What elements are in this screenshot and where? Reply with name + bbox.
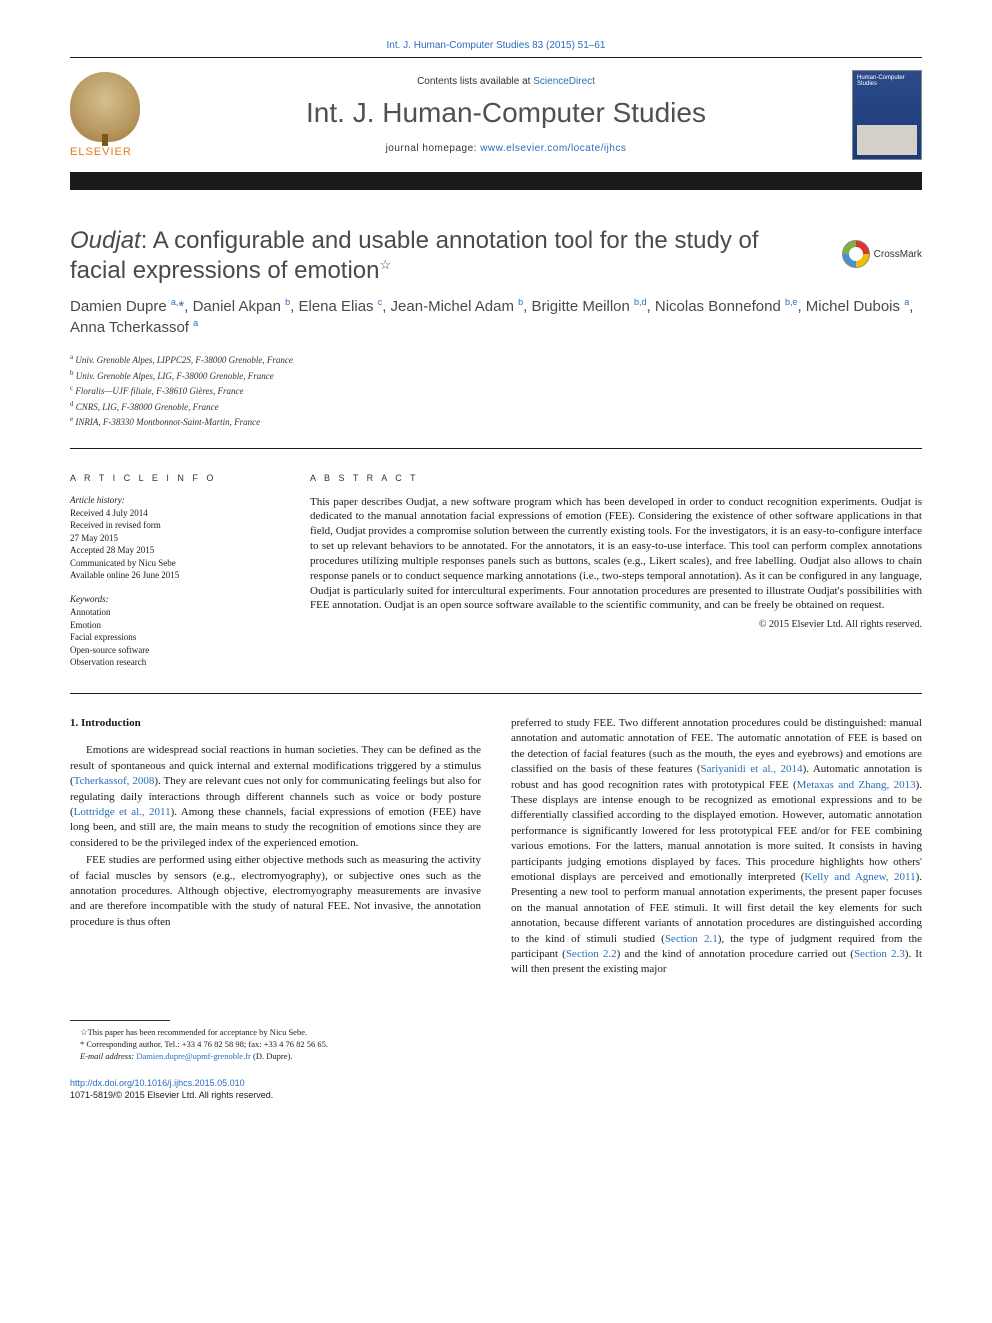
history-item: Available online 26 June 2015 [70,569,270,582]
footnote-corresponding: * Corresponding author. Tel.: +33 4 76 8… [70,1039,481,1051]
affiliation-item: a Univ. Grenoble Alpes, LIPPC2S, F-38000… [70,352,922,368]
header-bar [70,172,922,190]
homepage-prefix: journal homepage: [386,143,481,154]
para-3: preferred to study FEE. Two different an… [511,716,922,978]
history-item: Accepted 28 May 2015 [70,544,270,557]
abstract-copyright: © 2015 Elsevier Ltd. All rights reserved… [310,619,922,630]
ref-section-2-3[interactable]: Section 2.3 [854,948,905,960]
affiliation-item: c Floralis—UJF filiale, F-38610 Gières, … [70,383,922,399]
abstract-head: A B S T R A C T [310,473,922,483]
email-link[interactable]: Damien.dupre@upmf-grenoble.fr [136,1051,251,1061]
doi-link[interactable]: http://dx.doi.org/10.1016/j.ijhcs.2015.0… [70,1078,245,1088]
title-software-name: Oudjat [70,227,141,254]
abstract-block: A B S T R A C T This paper describes Oud… [310,473,922,670]
affiliations: a Univ. Grenoble Alpes, LIPPC2S, F-38000… [70,352,922,430]
ref-section-2-1[interactable]: Section 2.1 [665,933,718,945]
keywords-label: Keywords: [70,594,270,604]
history-label: Article history: [70,495,270,505]
ref-section-2-2[interactable]: Section 2.2 [566,948,617,960]
keyword-item: Facial expressions [70,631,270,644]
elsevier-tree-icon [70,72,140,142]
contents-line: Contents lists available at ScienceDirec… [160,76,852,87]
elsevier-logo: ELSEVIER [70,72,160,158]
para-2: FEE studies are performed using either o… [70,853,481,930]
ref-tcherkassof[interactable]: Tcherkassof, 2008 [74,775,155,787]
footnote-email: E-mail address: Damien.dupre@upmf-grenob… [70,1051,481,1063]
journal-cover-thumb: Human-Computer Studies [852,70,922,160]
issn-copyright: 1071-5819/© 2015 Elsevier Ltd. All right… [70,1090,273,1100]
affiliation-item: d CNRS, LIG, F-38000 Grenoble, France [70,399,922,415]
para-1: Emotions are widespread social reactions… [70,743,481,851]
sciencedirect-link[interactable]: ScienceDirect [533,76,595,87]
ref-lottridge[interactable]: Lottridge et al., 2011 [74,806,171,818]
crossmark-badge[interactable]: CrossMark [842,240,922,268]
doi-block: http://dx.doi.org/10.1016/j.ijhcs.2015.0… [70,1077,922,1102]
article-info-sidebar: A R T I C L E I N F O Article history: R… [70,473,270,670]
crossmark-icon [842,240,870,268]
authors-list: Damien Dupre a,*, Daniel Akpan b, Elena … [70,296,922,338]
title-footnote-marker: ☆ [380,257,392,272]
section-1-head: 1. Introduction [70,716,481,731]
keyword-item: Observation research [70,656,270,669]
article-title: Oudjat: A configurable and usable annota… [70,226,790,286]
contents-prefix: Contents lists available at [417,76,533,87]
affiliation-item: e INRIA, F-38330 Montbonnot-Saint-Martin… [70,414,922,430]
homepage-link[interactable]: www.elsevier.com/locate/ijhcs [480,143,626,154]
affiliation-item: b Univ. Grenoble Alpes, LIG, F-38000 Gre… [70,368,922,384]
ref-kelly[interactable]: Kelly and Agnew, 2011 [804,871,915,883]
keyword-item: Annotation [70,606,270,619]
crossmark-label: CrossMark [874,249,922,260]
journal-header: ELSEVIER Contents lists available at Sci… [70,57,922,173]
history-item: 27 May 2015 [70,532,270,545]
keyword-item: Emotion [70,619,270,632]
history-item: Communicated by Nicu Sebe [70,557,270,570]
article-info-head: A R T I C L E I N F O [70,473,270,483]
ref-sariyanidi[interactable]: Sariyanidi et al., 2014 [701,763,803,775]
running-head-link[interactable]: Int. J. Human-Computer Studies 83 (2015)… [70,40,922,51]
publisher-name: ELSEVIER [70,146,132,158]
body-text: 1. Introduction Emotions are widespread … [70,716,922,1063]
abstract-text: This paper describes Oudjat, a new softw… [310,495,922,614]
ref-metaxas[interactable]: Metaxas and Zhang, 2013 [797,779,916,791]
footnote-acceptance: ☆This paper has been recommended for acc… [70,1027,481,1039]
cover-label: Human-Computer Studies [857,75,905,87]
history-item: Received in revised form [70,519,270,532]
homepage-line: journal homepage: www.elsevier.com/locat… [160,143,852,154]
history-item: Received 4 July 2014 [70,507,270,520]
journal-title: Int. J. Human-Computer Studies [160,97,852,129]
footnotes: ☆This paper has been recommended for acc… [70,1027,481,1063]
keyword-item: Open-source software [70,644,270,657]
email-label: E-mail address: [80,1051,136,1061]
title-rest: : A configurable and usable annotation t… [70,227,759,284]
